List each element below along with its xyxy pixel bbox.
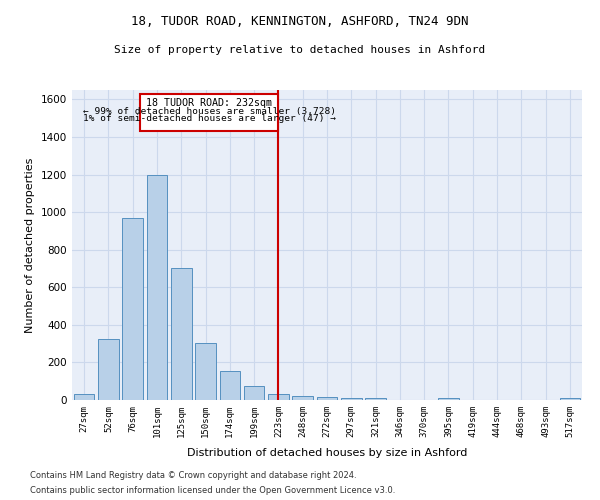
Y-axis label: Number of detached properties: Number of detached properties <box>25 158 35 332</box>
Bar <box>220 371 240 400</box>
Bar <box>438 398 459 400</box>
Bar <box>292 396 313 400</box>
Text: Contains public sector information licensed under the Open Government Licence v3: Contains public sector information licen… <box>30 486 395 495</box>
Bar <box>244 386 265 400</box>
Text: Size of property relative to detached houses in Ashford: Size of property relative to detached ho… <box>115 45 485 55</box>
X-axis label: Distribution of detached houses by size in Ashford: Distribution of detached houses by size … <box>187 448 467 458</box>
FancyBboxPatch shape <box>140 94 278 132</box>
Text: 1% of semi-detached houses are larger (47) →: 1% of semi-detached houses are larger (4… <box>83 114 336 123</box>
Bar <box>268 394 289 400</box>
Bar <box>122 218 143 400</box>
Text: Contains HM Land Registry data © Crown copyright and database right 2024.: Contains HM Land Registry data © Crown c… <box>30 471 356 480</box>
Bar <box>365 398 386 400</box>
Text: 18 TUDOR ROAD: 232sqm: 18 TUDOR ROAD: 232sqm <box>146 98 272 108</box>
Bar <box>560 398 580 400</box>
Bar <box>195 342 216 400</box>
Bar <box>171 268 191 400</box>
Bar <box>341 398 362 400</box>
Bar <box>74 394 94 400</box>
Bar <box>98 339 119 400</box>
Text: 18, TUDOR ROAD, KENNINGTON, ASHFORD, TN24 9DN: 18, TUDOR ROAD, KENNINGTON, ASHFORD, TN2… <box>131 15 469 28</box>
Bar <box>146 174 167 400</box>
Bar <box>317 397 337 400</box>
Text: ← 99% of detached houses are smaller (3,728): ← 99% of detached houses are smaller (3,… <box>83 106 336 116</box>
